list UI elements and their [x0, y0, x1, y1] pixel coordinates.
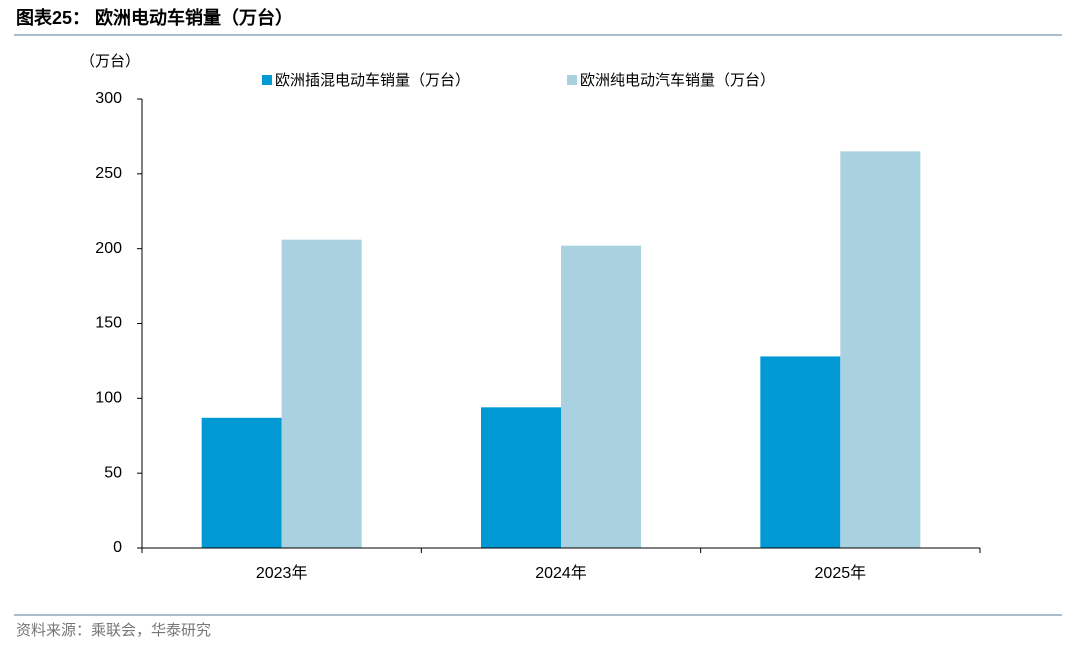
bar — [561, 245, 641, 548]
x-tick-label: 2024年 — [535, 564, 587, 582]
legend-swatch — [262, 75, 272, 85]
chart-title: 图表25： 欧洲电动车销量（万台） — [16, 7, 293, 28]
x-tick-label: 2023年 — [256, 564, 308, 582]
y-tick-label: 200 — [95, 240, 122, 257]
bar — [281, 239, 362, 549]
bar — [481, 407, 561, 548]
y-tick-label: 100 — [95, 390, 122, 407]
y-tick-label: 50 — [104, 464, 122, 481]
x-tick-label: 2025年 — [815, 564, 867, 582]
source: 资料来源：乘联会，华泰研究 — [16, 622, 211, 639]
legend-label: 欧洲纯电动汽车销量（万台） — [580, 72, 775, 89]
bar — [840, 151, 921, 548]
y-tick-label: 250 — [95, 165, 122, 182]
bar — [760, 356, 841, 548]
y-tick-label: 300 — [95, 90, 122, 107]
y-tick-label: 0 — [113, 539, 122, 556]
legend-swatch — [567, 75, 577, 85]
y-tick-label: 150 — [95, 315, 122, 332]
y-axis-label: （万台） — [80, 53, 140, 70]
legend-label: 欧洲插混电动车销量（万台） — [275, 72, 470, 89]
bar — [201, 417, 282, 548]
